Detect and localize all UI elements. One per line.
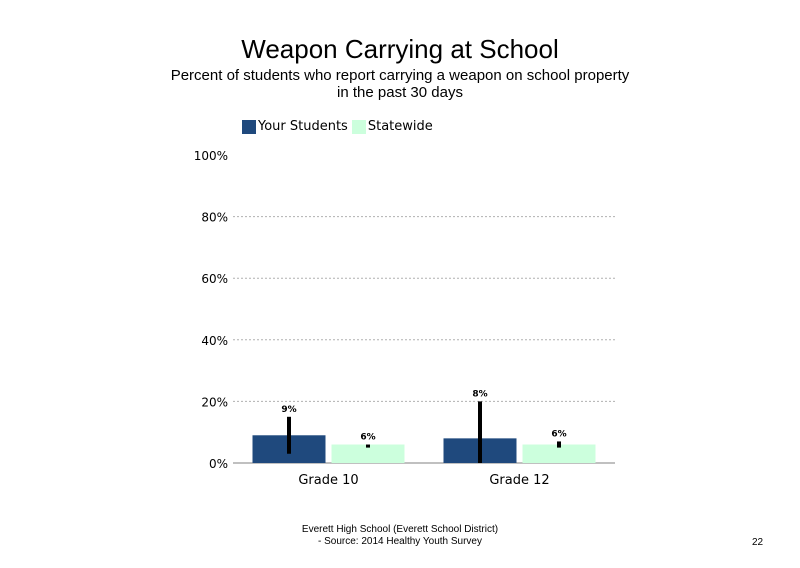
x-tick-label: Grade 12: [489, 473, 549, 488]
page-number: 22: [752, 537, 764, 548]
data-label: 6%: [551, 429, 566, 439]
data-label: 9%: [281, 405, 296, 415]
y-tick-label: 20%: [201, 395, 228, 409]
footer: Everett High School (Everett School Dist…: [250, 524, 550, 548]
data-label: 8%: [472, 389, 487, 399]
bar: [331, 444, 405, 463]
footer-school: Everett High School (Everett School Dist…: [301, 524, 499, 535]
y-tick-label: 80%: [201, 211, 228, 225]
footer-source: - Source: 2014 Healthy Youth Survey: [318, 536, 482, 547]
chart-title: Weapon Carrying at School: [241, 34, 559, 64]
y-tick-label: 100%: [194, 149, 228, 163]
chart-subtitle: Percent of students who report carrying …: [170, 67, 630, 101]
bar: [522, 444, 596, 463]
legend-item-statewide: Statewide: [351, 119, 433, 134]
x-tick-label: Grade 10: [298, 473, 358, 488]
legend-swatch-your-students: [242, 119, 256, 134]
legend-item-your-students: Your Students: [242, 119, 348, 134]
data-label: 6%: [360, 433, 375, 443]
y-tick-label: 60%: [201, 272, 228, 286]
chart-legend: Your Students Statewide: [242, 119, 437, 134]
y-tick-label: 0%: [209, 457, 228, 471]
legend-label-statewide: Statewide: [367, 119, 433, 134]
legend-label-your-students: Your Students: [258, 119, 348, 134]
legend-swatch-statewide: [351, 119, 366, 134]
y-tick-label: 40%: [201, 334, 228, 348]
